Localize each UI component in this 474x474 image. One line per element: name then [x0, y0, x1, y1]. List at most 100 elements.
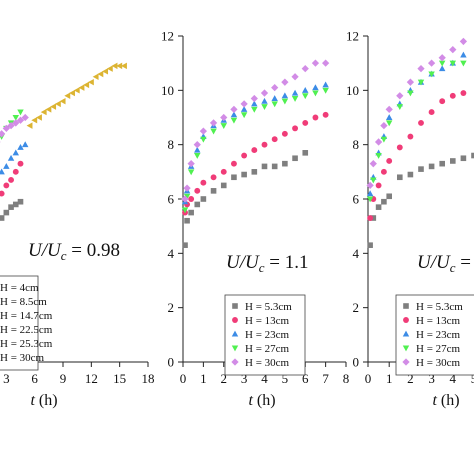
- legend-marker: [402, 358, 410, 366]
- data-point: [428, 71, 435, 78]
- x-tick-label: 9: [60, 371, 67, 386]
- data-point: [374, 138, 383, 146]
- legend: H = 5.3cm H = 13cm H = 23cm H = 27cm H = 30c…: [395, 294, 474, 376]
- y-tick-label: 8: [353, 137, 360, 152]
- data-point: [281, 92, 289, 99]
- y-tick-label: 8: [168, 137, 175, 152]
- x-tick-label: 5: [282, 371, 289, 386]
- data-point: [281, 98, 289, 105]
- data-point: [193, 141, 201, 149]
- data-point: [188, 209, 194, 216]
- data-point: [182, 242, 188, 248]
- ratio-annotation: U/Uc = 1.1: [226, 252, 308, 275]
- data-point: [7, 154, 15, 161]
- data-point: [271, 136, 278, 143]
- data-point: [396, 104, 404, 110]
- y-tick-label: 0: [353, 355, 360, 370]
- data-point: [40, 108, 47, 116]
- series-1: [182, 150, 309, 248]
- data-point: [292, 155, 298, 162]
- data-point: [230, 160, 237, 167]
- legend-marker: [232, 317, 238, 323]
- data-point: [45, 106, 52, 113]
- legend-label: H = 30cm: [416, 357, 461, 369]
- data-point: [31, 116, 38, 124]
- data-point: [460, 90, 467, 96]
- series-1: [367, 152, 474, 248]
- data-point: [187, 160, 195, 168]
- data-point: [302, 119, 309, 126]
- y-tick-label: 6: [168, 192, 175, 207]
- data-point: [251, 100, 258, 107]
- y-tick-label: 12: [346, 29, 359, 44]
- data-point: [183, 184, 191, 192]
- data-point: [7, 122, 15, 130]
- series-1: [0, 198, 24, 221]
- data-point: [438, 60, 446, 67]
- data-point: [3, 209, 10, 216]
- data-point: [397, 174, 403, 181]
- x-tick-label: 2: [407, 371, 414, 386]
- data-point: [439, 160, 445, 167]
- x-tick-label: 8: [343, 371, 350, 386]
- data-point: [73, 87, 80, 94]
- ratio-annotation: U/Uc = 0.98: [28, 240, 120, 263]
- data-point: [381, 198, 387, 205]
- data-point: [292, 125, 299, 132]
- x-tick-label: 7: [322, 371, 329, 386]
- x-tick-label: 5: [471, 371, 474, 386]
- data-point: [386, 158, 393, 164]
- legend-label: H = 27cm: [245, 343, 290, 355]
- data-point: [230, 117, 238, 124]
- legend-box: [224, 294, 306, 376]
- data-point: [271, 95, 278, 102]
- data-point: [8, 177, 14, 183]
- data-point: [230, 105, 238, 113]
- data-point: [282, 160, 288, 167]
- series-3: [366, 51, 467, 197]
- data-point: [181, 207, 189, 214]
- data-point: [12, 168, 19, 175]
- data-point: [291, 89, 299, 96]
- data-point: [271, 163, 278, 170]
- x-axis-label: t (h): [248, 392, 275, 409]
- data-point: [184, 217, 190, 224]
- data-point: [3, 182, 10, 189]
- data-point: [12, 201, 19, 208]
- data-point: [406, 78, 415, 86]
- data-point: [231, 174, 237, 181]
- data-point: [54, 100, 61, 108]
- x-tick-label: 6: [302, 371, 309, 386]
- data-point: [367, 242, 373, 248]
- data-point: [380, 136, 388, 143]
- series-5: [0, 113, 29, 143]
- series-5: [181, 59, 330, 203]
- data-point: [0, 168, 5, 175]
- data-point: [301, 64, 309, 73]
- data-point: [460, 60, 467, 67]
- legend-marker: [231, 330, 239, 337]
- series-4: [181, 87, 329, 214]
- data-point: [200, 179, 207, 186]
- data-point: [261, 163, 268, 170]
- data-point: [322, 111, 329, 118]
- x-tick-label: 2: [221, 371, 228, 386]
- legend-label: H = 23cm: [245, 329, 290, 341]
- data-point: [194, 201, 201, 208]
- data-point: [449, 45, 457, 54]
- data-point: [0, 215, 5, 221]
- legend: H = 4cm H = 8.5cm H = 14.7cm H = 22.5cm H = …: [0, 275, 53, 371]
- legend-label: H = 4cm: [0, 282, 39, 294]
- data-point: [220, 123, 227, 130]
- y-tick-label: 10: [161, 83, 174, 98]
- y-tick-label: 2: [353, 300, 360, 315]
- data-point: [3, 163, 10, 169]
- series-6: [26, 62, 127, 129]
- data-point: [407, 90, 414, 97]
- legend-label: H = 30cm: [245, 357, 290, 369]
- data-point: [312, 84, 319, 91]
- legend-marker: [403, 303, 409, 309]
- data-point: [449, 60, 457, 67]
